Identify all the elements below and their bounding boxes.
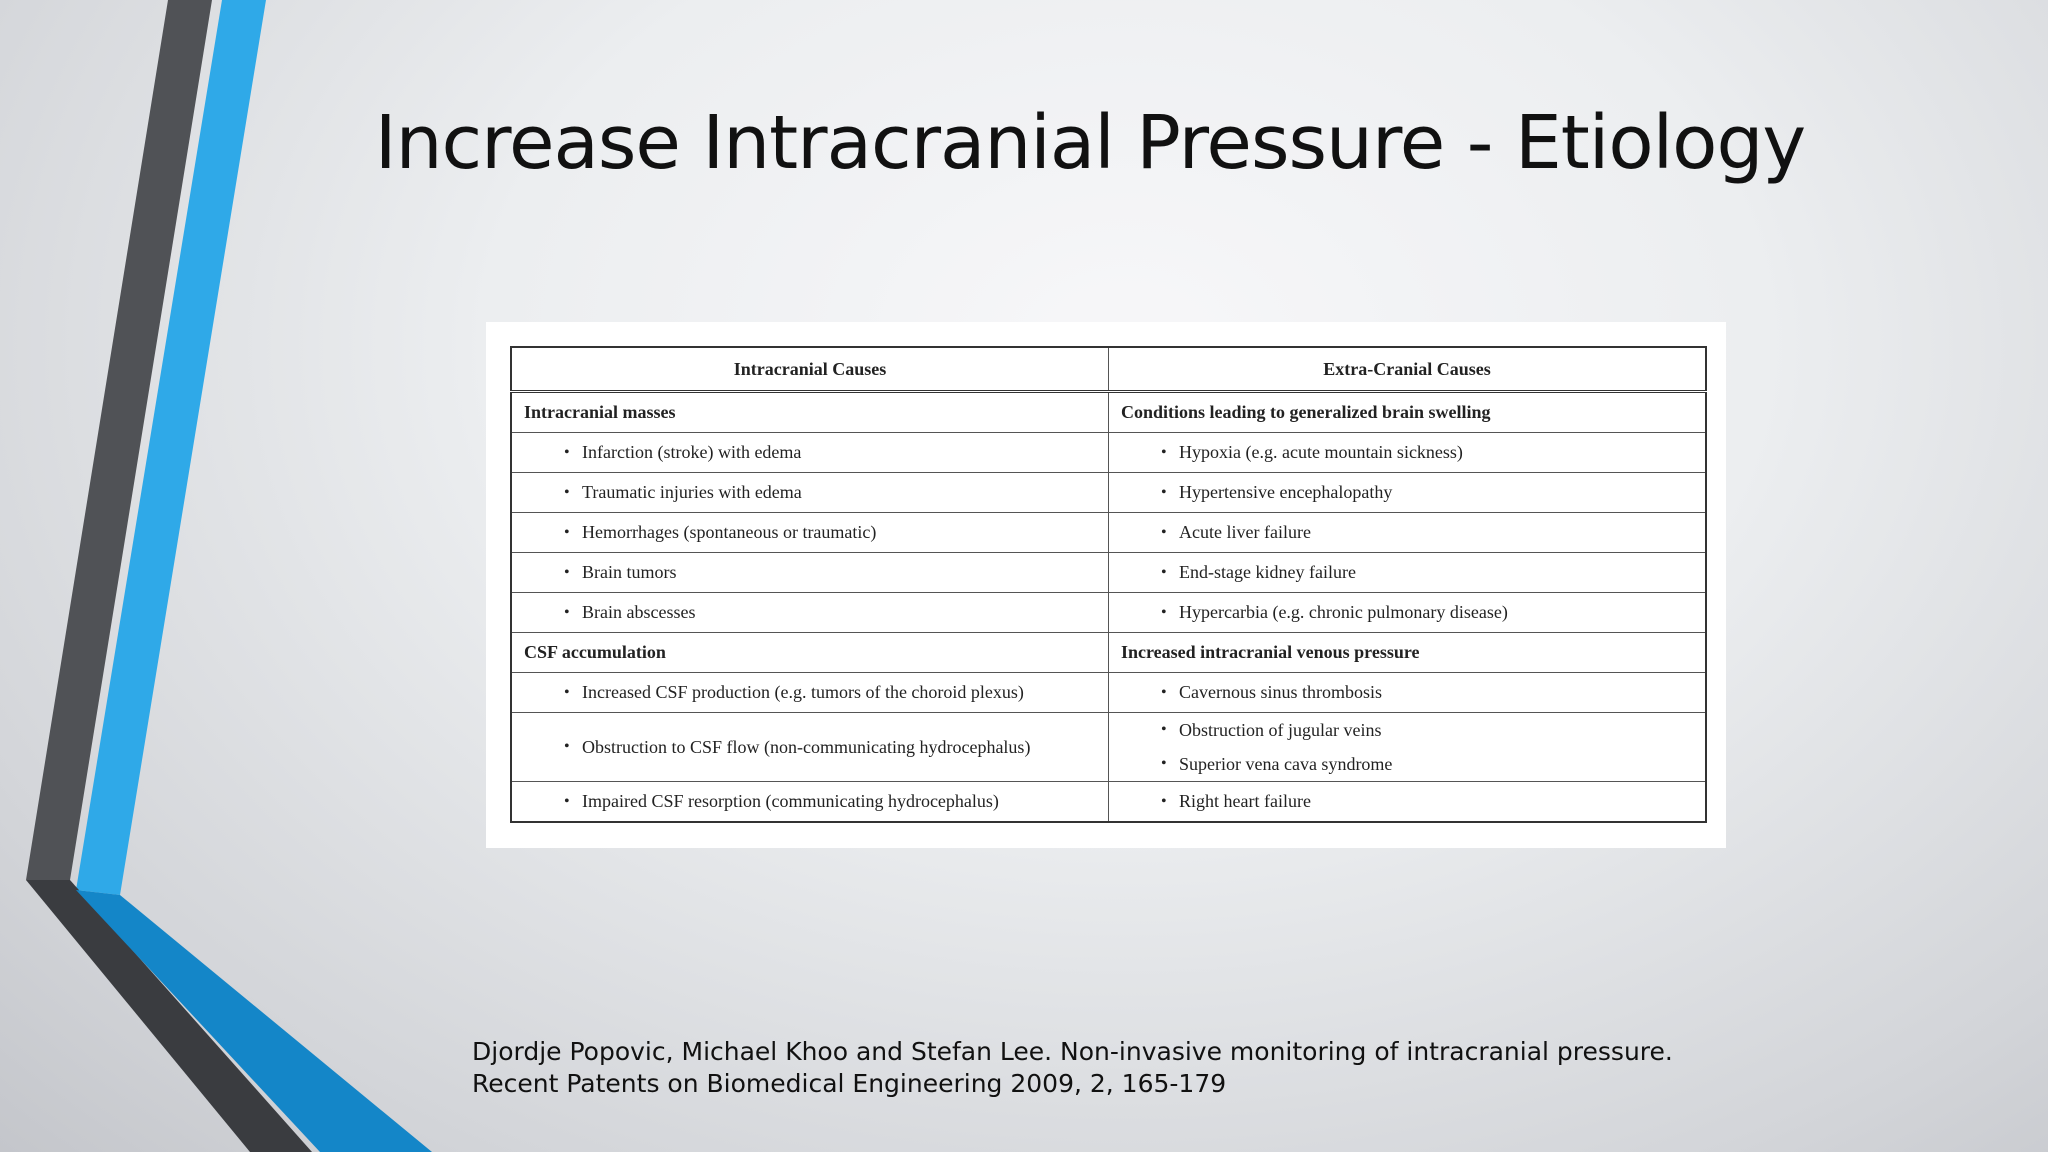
bullet-icon: •	[564, 792, 570, 810]
list-item: • Right heart failure	[1121, 785, 1693, 819]
intracranial-cell: • Brain abscesses	[510, 592, 1109, 633]
list-item: • Superior vena cava syndrome	[1121, 747, 1693, 781]
list-item-text: Obstruction of jugular veins	[1179, 719, 1382, 740]
extracranial-cell: • Hypercarbia (e.g. chronic pulmonary dis…	[1108, 592, 1707, 633]
blue-stripe-upper	[76, 0, 266, 895]
citation: Djordje Popovic, Michael Khoo and Stefan…	[472, 1036, 1772, 1100]
list-item-text: Obstruction to CSF flow (non-communicati…	[582, 736, 1031, 757]
list-item: • Infarction (stroke) with edema	[524, 436, 1096, 470]
list-item: • Increased CSF production (e.g. tumors o…	[524, 676, 1096, 710]
table-body: Intracranial masses Conditions leading to…	[510, 391, 1707, 823]
list-item-text: Hypercarbia (e.g. chronic pulmonary dise…	[1179, 602, 1508, 622]
list-item-text: Brain tumors	[582, 562, 677, 582]
dark-stripe-upper	[26, 0, 212, 880]
extracranial-cell: • Obstruction of jugular veins • Superior v…	[1108, 712, 1707, 782]
list-item-text: Cavernous sinus thrombosis	[1179, 682, 1383, 702]
extracranial-section-heading: Increased intracranial venous pressure	[1108, 632, 1707, 673]
bullet-icon: •	[1161, 755, 1167, 772]
list-item-text: Superior vena cava syndrome	[1179, 753, 1393, 774]
table-row: • Hemorrhages (spontaneous or traumatic) •…	[510, 512, 1707, 553]
list-item-text: Right heart failure	[1179, 791, 1311, 811]
table-header-row: Intracranial Causes Extra-Cranial Causes	[510, 346, 1707, 393]
header-intracranial: Intracranial Causes	[510, 346, 1109, 393]
intracranial-section-heading: CSF accumulation	[510, 632, 1109, 673]
list-item: • Hypertensive encephalopathy	[1121, 476, 1693, 510]
intracranial-cell: • Traumatic injuries with edema	[510, 472, 1109, 513]
table-row: • Traumatic injuries with edema • Hypertens…	[510, 472, 1707, 513]
table-section-row: Intracranial masses Conditions leading to…	[510, 391, 1707, 433]
table-row: • Obstruction to CSF flow (non-communicat…	[510, 712, 1707, 782]
blue-stripe-lower	[76, 890, 432, 1152]
etiology-table: Intracranial Causes Extra-Cranial Causes…	[510, 346, 1707, 823]
extracranial-cell: • Hypertensive encephalopathy	[1108, 472, 1707, 513]
header-extracranial: Extra-Cranial Causes	[1108, 346, 1707, 393]
bullet-icon: •	[1161, 523, 1167, 541]
intracranial-cell: • Infarction (stroke) with edema	[510, 432, 1109, 473]
extracranial-cell: • Acute liver failure	[1108, 512, 1707, 553]
list-item: • Obstruction to CSF flow (non-communicat…	[524, 730, 1096, 764]
list-item-text: Hypertensive encephalopathy	[1179, 482, 1393, 502]
list-item-text: Acute liver failure	[1179, 522, 1311, 542]
citation-line-1: Djordje Popovic, Michael Khoo and Stefan…	[472, 1037, 1673, 1066]
bullet-icon: •	[564, 603, 570, 621]
list-item: • Acute liver failure	[1121, 516, 1693, 550]
slide-title: Increase Intracranial Pressure - Etiolog…	[374, 100, 1806, 186]
table-row: • Impaired CSF resorption (communicating …	[510, 781, 1707, 823]
table-row: • Infarction (stroke) with edema • Hypoxia …	[510, 432, 1707, 473]
extracranial-section-heading: Conditions leading to generalized brain …	[1108, 391, 1707, 433]
intracranial-section-heading: Intracranial masses	[510, 391, 1109, 433]
bullet-icon: •	[564, 683, 570, 701]
extracranial-cell: • Cavernous sinus thrombosis	[1108, 672, 1707, 713]
bullet-icon: •	[1161, 483, 1167, 501]
intracranial-cell: • Obstruction to CSF flow (non-communicat…	[510, 712, 1109, 782]
list-item: • Hypercarbia (e.g. chronic pulmonary dis…	[1121, 596, 1693, 630]
bullet-icon: •	[1161, 563, 1167, 581]
list-item-text: Brain abscesses	[582, 602, 696, 622]
bullet-icon: •	[564, 738, 570, 755]
dark-stripe-lower	[26, 880, 312, 1152]
citation-line-2: Recent Patents on Biomedical Engineering…	[472, 1069, 1227, 1098]
list-item: • Hypoxia (e.g. acute mountain sickness)	[1121, 436, 1693, 470]
extracranial-cell: • Right heart failure	[1108, 781, 1707, 823]
table-row: • Brain tumors • End-stage kidney failure	[510, 552, 1707, 593]
extracranial-cell: • Hypoxia (e.g. acute mountain sickness)	[1108, 432, 1707, 473]
list-item: • Traumatic injuries with edema	[524, 476, 1096, 510]
table-section-row: CSF accumulation Increased intracranial v…	[510, 632, 1707, 673]
bullet-icon: •	[564, 563, 570, 581]
list-item-text: Infarction (stroke) with edema	[582, 442, 802, 462]
bullet-icon: •	[1161, 443, 1167, 461]
intracranial-cell: • Brain tumors	[510, 552, 1109, 593]
list-item: • Obstruction of jugular veins	[1121, 713, 1693, 747]
list-item: • Brain abscesses	[524, 596, 1096, 630]
bullet-icon: •	[564, 483, 570, 501]
list-item: • Brain tumors	[524, 556, 1096, 590]
bullet-icon: •	[1161, 683, 1167, 701]
list-item-text: Impaired CSF resorption (communicating h…	[582, 791, 999, 811]
list-item-text: Traumatic injuries with edema	[582, 482, 802, 502]
bullet-icon: •	[1161, 792, 1167, 810]
list-item: • End-stage kidney failure	[1121, 556, 1693, 590]
intracranial-cell: • Increased CSF production (e.g. tumors o…	[510, 672, 1109, 713]
extracranial-cell: • End-stage kidney failure	[1108, 552, 1707, 593]
bullet-icon: •	[1161, 603, 1167, 621]
list-item: • Impaired CSF resorption (communicating …	[524, 785, 1096, 819]
list-item-text: Increased CSF production (e.g. tumors of…	[582, 682, 1024, 702]
bullet-icon: •	[1161, 721, 1167, 738]
bullet-icon: •	[564, 443, 570, 461]
list-item: • Hemorrhages (spontaneous or traumatic)	[524, 516, 1096, 550]
intracranial-cell: • Hemorrhages (spontaneous or traumatic)	[510, 512, 1109, 553]
table-row: • Increased CSF production (e.g. tumors o…	[510, 672, 1707, 713]
list-item: • Cavernous sinus thrombosis	[1121, 676, 1693, 710]
list-item-text: Hypoxia (e.g. acute mountain sickness)	[1179, 442, 1463, 462]
bullet-icon: •	[564, 523, 570, 541]
table-row: • Brain abscesses • Hypercarbia (e.g. chron…	[510, 592, 1707, 633]
list-item-text: Hemorrhages (spontaneous or traumatic)	[582, 522, 877, 542]
list-item-text: End-stage kidney failure	[1179, 562, 1356, 582]
intracranial-cell: • Impaired CSF resorption (communicating …	[510, 781, 1109, 823]
etiology-table-image: Intracranial Causes Extra-Cranial Causes…	[486, 322, 1726, 848]
